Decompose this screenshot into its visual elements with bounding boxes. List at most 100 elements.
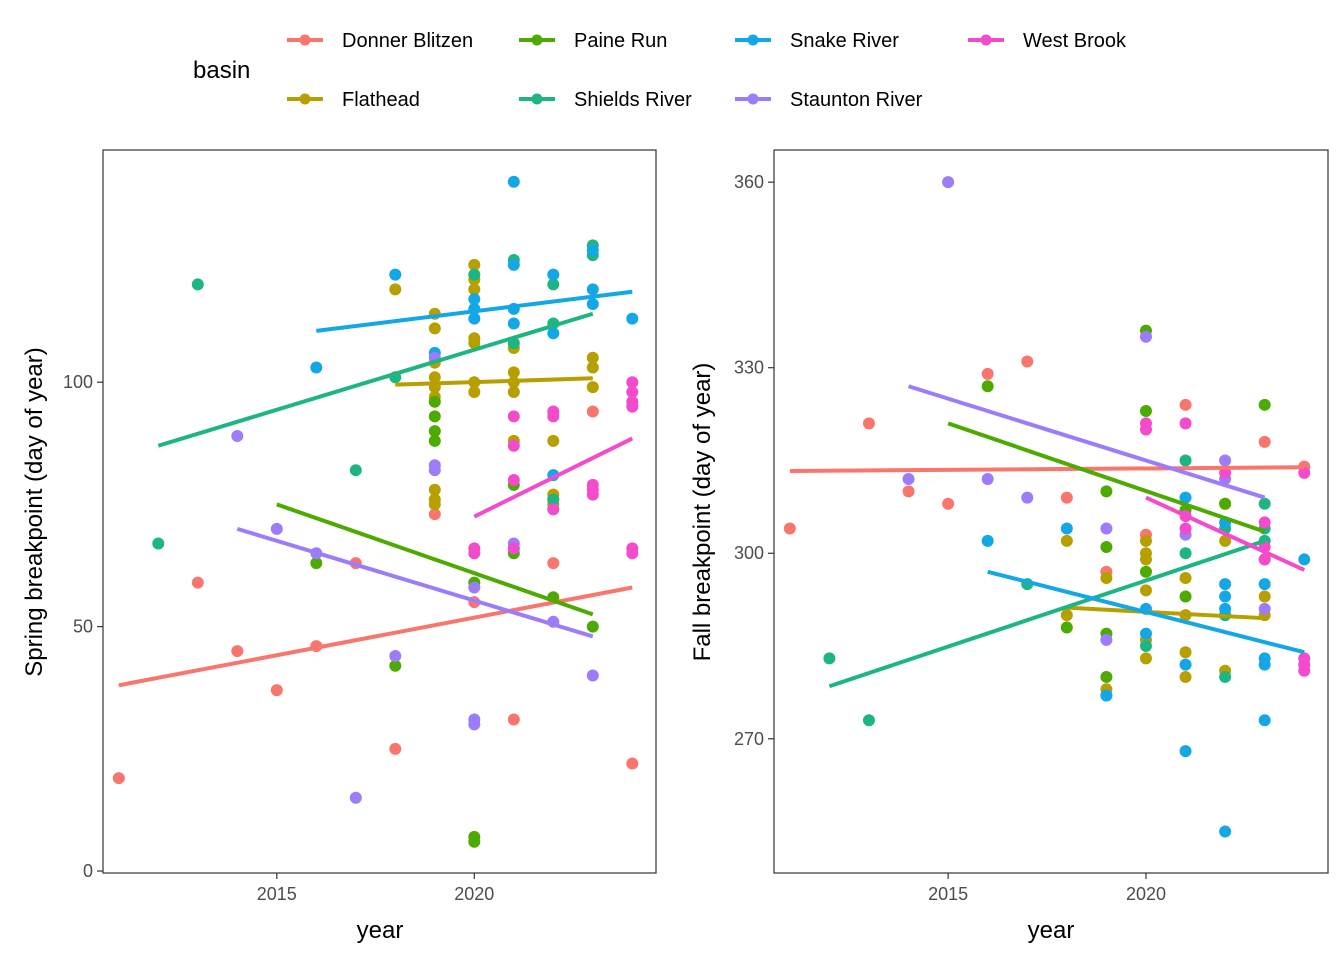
data-point	[1219, 454, 1232, 467]
data-point	[468, 581, 481, 594]
y-tick-label: 270	[734, 729, 764, 749]
data-point	[626, 400, 639, 413]
data-point	[468, 718, 481, 731]
data-point	[981, 473, 994, 486]
data-point	[586, 669, 599, 682]
trend-line	[1145, 495, 1306, 572]
data-point	[1258, 435, 1271, 448]
data-point	[468, 337, 481, 350]
data-point	[547, 410, 560, 423]
data-point	[1179, 646, 1192, 659]
data-point	[1258, 602, 1271, 615]
y-axis-title: Fall breakpoint (day of year)	[689, 363, 716, 662]
y-axis-title: Spring breakpoint (day of year)	[21, 347, 48, 677]
data-point	[547, 503, 560, 516]
data-point	[507, 317, 520, 330]
data-point	[586, 351, 599, 364]
data-point	[428, 464, 441, 477]
legend-key-point	[531, 93, 543, 105]
data-point	[389, 283, 402, 296]
data-point	[1179, 491, 1192, 504]
legend-title: basin	[193, 57, 250, 84]
legend-label: West Brook	[1023, 30, 1127, 52]
data-point	[547, 268, 560, 281]
data-point	[823, 652, 836, 665]
data-point	[1179, 398, 1192, 411]
series-west-brook	[468, 376, 639, 560]
data-point	[1060, 621, 1073, 634]
data-point	[1139, 553, 1152, 566]
data-point	[428, 508, 441, 521]
data-point	[862, 417, 875, 430]
y-tick-label: 360	[734, 172, 764, 192]
data-point	[507, 542, 520, 555]
data-point	[547, 327, 560, 340]
data-point	[507, 175, 520, 188]
trend-line	[316, 289, 633, 333]
data-point	[1298, 553, 1311, 566]
data-point	[1060, 534, 1073, 547]
legend-item: Staunton River	[735, 89, 923, 111]
data-point	[428, 371, 441, 384]
legend-key-point	[299, 93, 311, 105]
legend-item: Flathead	[287, 89, 420, 111]
data-point	[507, 385, 520, 398]
data-point	[1179, 522, 1192, 535]
x-tick-label: 2015	[257, 884, 297, 904]
data-point	[1021, 491, 1034, 504]
data-point	[1258, 714, 1271, 727]
data-point	[1060, 522, 1073, 535]
legend-item: West Brook	[968, 30, 1127, 52]
data-point	[626, 757, 639, 770]
trend-line	[276, 502, 594, 617]
data-point	[1219, 602, 1232, 615]
data-point	[902, 485, 915, 498]
data-point	[1219, 534, 1232, 547]
data-point	[428, 483, 441, 496]
y-tick-label: 100	[63, 372, 93, 392]
data-point	[1298, 664, 1311, 677]
data-point	[1100, 571, 1113, 584]
data-point	[981, 380, 994, 393]
data-point	[507, 366, 520, 379]
data-point	[547, 493, 560, 506]
data-point	[1139, 423, 1152, 436]
trend-line	[118, 585, 633, 688]
y-tick-label: 0	[83, 861, 93, 881]
data-point	[1179, 670, 1192, 683]
data-point	[1100, 689, 1113, 702]
data-point	[152, 537, 165, 550]
data-point	[270, 522, 283, 535]
data-point	[902, 473, 915, 486]
series-staunton-river	[902, 176, 1271, 646]
y-tick-label: 50	[73, 617, 93, 637]
data-point	[1179, 745, 1192, 758]
data-point	[1139, 330, 1152, 343]
data-point	[468, 385, 481, 398]
data-point	[428, 425, 441, 438]
data-point	[1179, 417, 1192, 430]
data-point	[1258, 398, 1271, 411]
trend-line	[987, 569, 1305, 655]
data-point	[1100, 541, 1113, 554]
data-point	[981, 367, 994, 380]
data-point	[389, 649, 402, 662]
data-point	[1139, 584, 1152, 597]
data-point	[626, 312, 639, 325]
data-point	[389, 742, 402, 755]
data-point	[468, 835, 481, 848]
legend-label: Staunton River	[790, 89, 923, 111]
data-point	[1060, 491, 1073, 504]
data-point	[1219, 825, 1232, 838]
data-point	[1298, 466, 1311, 479]
data-point	[1219, 578, 1232, 591]
data-point	[428, 410, 441, 423]
legend-label: Donner Blitzen	[342, 30, 473, 52]
x-tick-label: 2020	[1126, 884, 1166, 904]
data-point	[507, 473, 520, 486]
data-point	[1179, 658, 1192, 671]
data-point	[468, 258, 481, 271]
data-point	[507, 439, 520, 452]
